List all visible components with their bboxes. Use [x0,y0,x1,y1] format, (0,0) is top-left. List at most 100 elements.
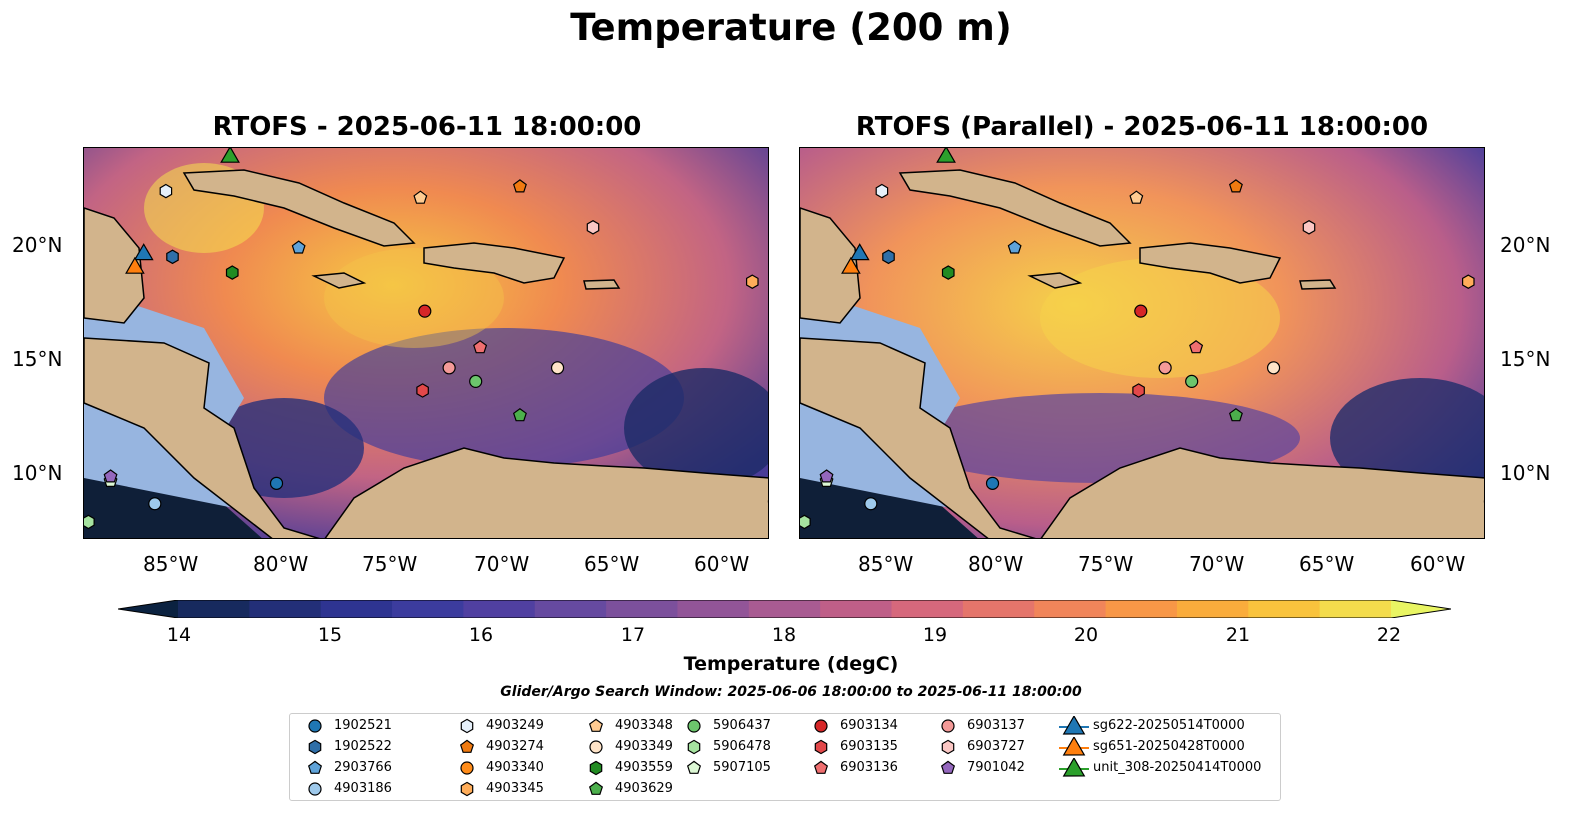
float-marker-4903186[interactable] [864,497,878,511]
lon-tick-label: 70°W [1189,552,1245,576]
panel-title-left: RTOFS - 2025-06-11 18:00:00 [212,112,642,142]
float-marker-sg651-20250428T0000[interactable] [125,256,145,274]
legend-marker-icon [459,739,475,753]
map-panel-left[interactable] [83,147,769,539]
warm-core [1040,258,1280,378]
float-marker-unit_308-20250414T0000[interactable] [220,148,240,163]
float-marker-6903727[interactable] [586,220,600,235]
colorbar-tick: 16 [468,624,494,646]
colorbar-segment [748,600,821,618]
float-marker-4903186[interactable] [148,497,162,511]
float-marker-5906437[interactable] [469,374,483,388]
float-marker-1902522[interactable] [882,249,895,265]
float-marker-6903137[interactable] [1158,361,1172,375]
map-panel-right[interactable] [799,147,1485,539]
float-marker-unit_308-20250414T0000[interactable] [936,148,956,163]
map-right-svg [800,148,1485,538]
legend-marker-icon [686,760,702,774]
figure-title: Temperature (200 m) [570,6,1012,49]
lat-tick-label: 20°N [12,233,63,257]
float-marker-1902521[interactable] [985,476,1000,490]
legend-label: 4903274 [486,739,544,754]
jamaica-land [311,272,367,289]
legend-label: 6903135 [840,739,898,754]
float-marker-4903629[interactable] [512,408,527,422]
panel-title-right: RTOFS (Parallel) - 2025-06-11 18:00:00 [855,112,1429,142]
legend-marker-icon [813,760,829,774]
float-marker-sg622-20250514T0000[interactable] [849,243,870,261]
colorbar-extend-low [118,600,178,618]
float-marker-5906437[interactable] [1185,374,1199,388]
float-marker-5906478[interactable] [84,514,95,530]
lat-tick-label: 10°N [12,461,63,485]
float-marker-4903349[interactable] [550,361,565,375]
float-marker-4903349[interactable] [1266,361,1281,375]
yucatan-land [800,207,861,324]
legend-marker-icon [814,739,828,755]
lon-tick-label: 75°W [362,552,418,576]
colorbar-tick: 19 [922,624,948,646]
colorbar-tick: 14 [166,624,192,646]
float-marker-4903559[interactable] [225,265,239,280]
colorbar-segment [820,600,893,618]
float-marker-4903348[interactable] [413,190,428,204]
float-marker-4903340[interactable] [767,495,769,507]
colorbar-segment [534,600,607,618]
legend-label: 5907105 [713,760,771,775]
central-america-land [84,337,320,538]
float-marker-6903134[interactable] [1134,304,1148,318]
lon-tick-label: 80°W [253,552,309,576]
legend-label: 4903559 [615,760,673,775]
cold-eddy [624,368,768,488]
float-marker-4903345[interactable] [1461,274,1475,289]
float-marker-4903249[interactable] [875,183,889,199]
float-marker-6903136[interactable] [473,340,488,354]
legend-marker-icon [687,739,701,755]
float-marker-4903249[interactable] [159,183,173,199]
float-marker-6903137[interactable] [442,361,456,375]
legend-marker-icon [589,760,603,776]
float-marker-2903766[interactable] [291,240,306,254]
float-marker-6903135[interactable] [1132,383,1145,398]
float-marker-7901042[interactable] [819,469,834,483]
float-marker-sg622-20250514T0000[interactable] [133,243,154,261]
float-marker-1902522[interactable] [166,249,179,265]
float-marker-4903274[interactable] [512,179,527,193]
float-marker-6903135[interactable] [416,383,429,398]
legend-marker-icon [460,781,474,797]
colorbar-tick: 21 [1225,624,1251,646]
float-marker-sg651-20250428T0000[interactable] [841,256,861,274]
legend-label: sg651-20250428T0000 [1093,739,1245,754]
float-marker-4903629[interactable] [1228,408,1243,422]
legend-label: 4903249 [486,718,544,733]
float-marker-5906478[interactable] [800,514,811,530]
cold-pool [324,328,684,468]
legend-label: sg622-20250514T0000 [1093,718,1245,733]
float-marker-6903134[interactable] [418,304,432,318]
colorbar-segment [962,600,1035,618]
legend-marker-icon [308,719,322,733]
colorbar-tick: 20 [1073,624,1099,646]
float-marker-7901042[interactable] [103,469,118,483]
legend-marker-icon [1059,716,1089,735]
legend-marker-icon [308,739,322,755]
legend-marker-icon [941,739,955,755]
lon-tick-label: 85°W [143,552,199,576]
float-marker-6903727[interactable] [1302,220,1316,235]
float-marker-4903340[interactable] [1483,495,1485,507]
float-marker-4903345[interactable] [745,274,759,289]
float-marker-6903136[interactable] [1189,340,1204,354]
float-marker-1902521[interactable] [269,476,284,490]
lon-tick-label: 60°W [694,552,750,576]
float-marker-4903348[interactable] [1129,190,1144,204]
float-marker-4903274[interactable] [1228,179,1243,193]
float-marker-4903559[interactable] [941,265,955,280]
colorbar-segment [606,600,678,618]
legend-label: 1902522 [334,739,392,754]
float-marker-2903766[interactable] [1007,240,1022,254]
colorbar-segment [1034,600,1107,618]
central-america-land [800,337,1036,538]
colorbar-segment [1248,600,1321,618]
colorbar-segment [1319,600,1392,618]
legend-label: 4903349 [615,739,673,754]
